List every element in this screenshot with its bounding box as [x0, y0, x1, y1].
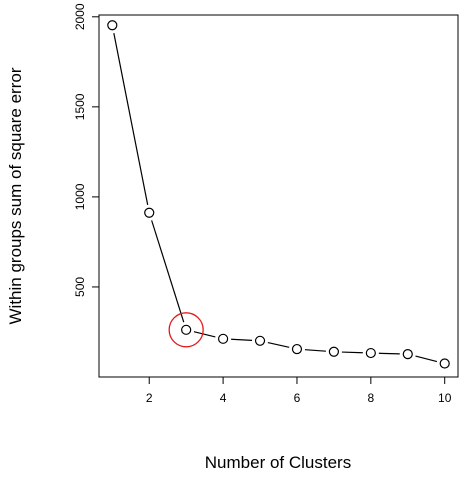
- line-segment: [415, 355, 438, 363]
- data-point: [107, 20, 118, 31]
- y-axis: 500 1000 1500 2000: [73, 3, 99, 297]
- data-point: [254, 335, 266, 346]
- data-point: [291, 343, 303, 355]
- x-axis: 2 4 6 8 10: [146, 377, 452, 405]
- x-tick-label: 4: [220, 391, 227, 405]
- data-point: [181, 324, 192, 335]
- line-segment: [151, 220, 185, 323]
- line-segment: [304, 349, 326, 352]
- data-point: [439, 358, 450, 369]
- y-axis-title: Within groups sum of square error: [6, 67, 25, 324]
- line-segment: [267, 341, 290, 348]
- data-point: [328, 346, 340, 357]
- elbow-highlight: [168, 312, 204, 348]
- line-segment: [113, 32, 149, 206]
- y-tick-label: 1500: [73, 93, 87, 120]
- x-tick-label: 2: [146, 391, 153, 405]
- line-segment: [341, 351, 363, 354]
- elbow-highlight-circle: [168, 312, 204, 348]
- line-segment: [193, 331, 216, 338]
- data-point: [365, 347, 376, 359]
- x-axis-title: Number of Clusters: [205, 453, 351, 472]
- data-point: [144, 207, 155, 218]
- x-tick-label: 8: [367, 391, 374, 405]
- y-tick-label: 500: [73, 277, 87, 297]
- series-line: [113, 32, 438, 363]
- plot-frame: [98, 14, 459, 378]
- x-tick-label: 6: [294, 391, 301, 405]
- y-tick-label: 2000: [73, 3, 87, 30]
- line-segment: [231, 338, 253, 341]
- data-point: [402, 349, 413, 360]
- x-tick-label: 10: [438, 391, 452, 405]
- series-points: [107, 20, 450, 369]
- data-point: [217, 333, 229, 344]
- y-tick-label: 1000: [73, 183, 87, 210]
- line-segment: [378, 352, 400, 355]
